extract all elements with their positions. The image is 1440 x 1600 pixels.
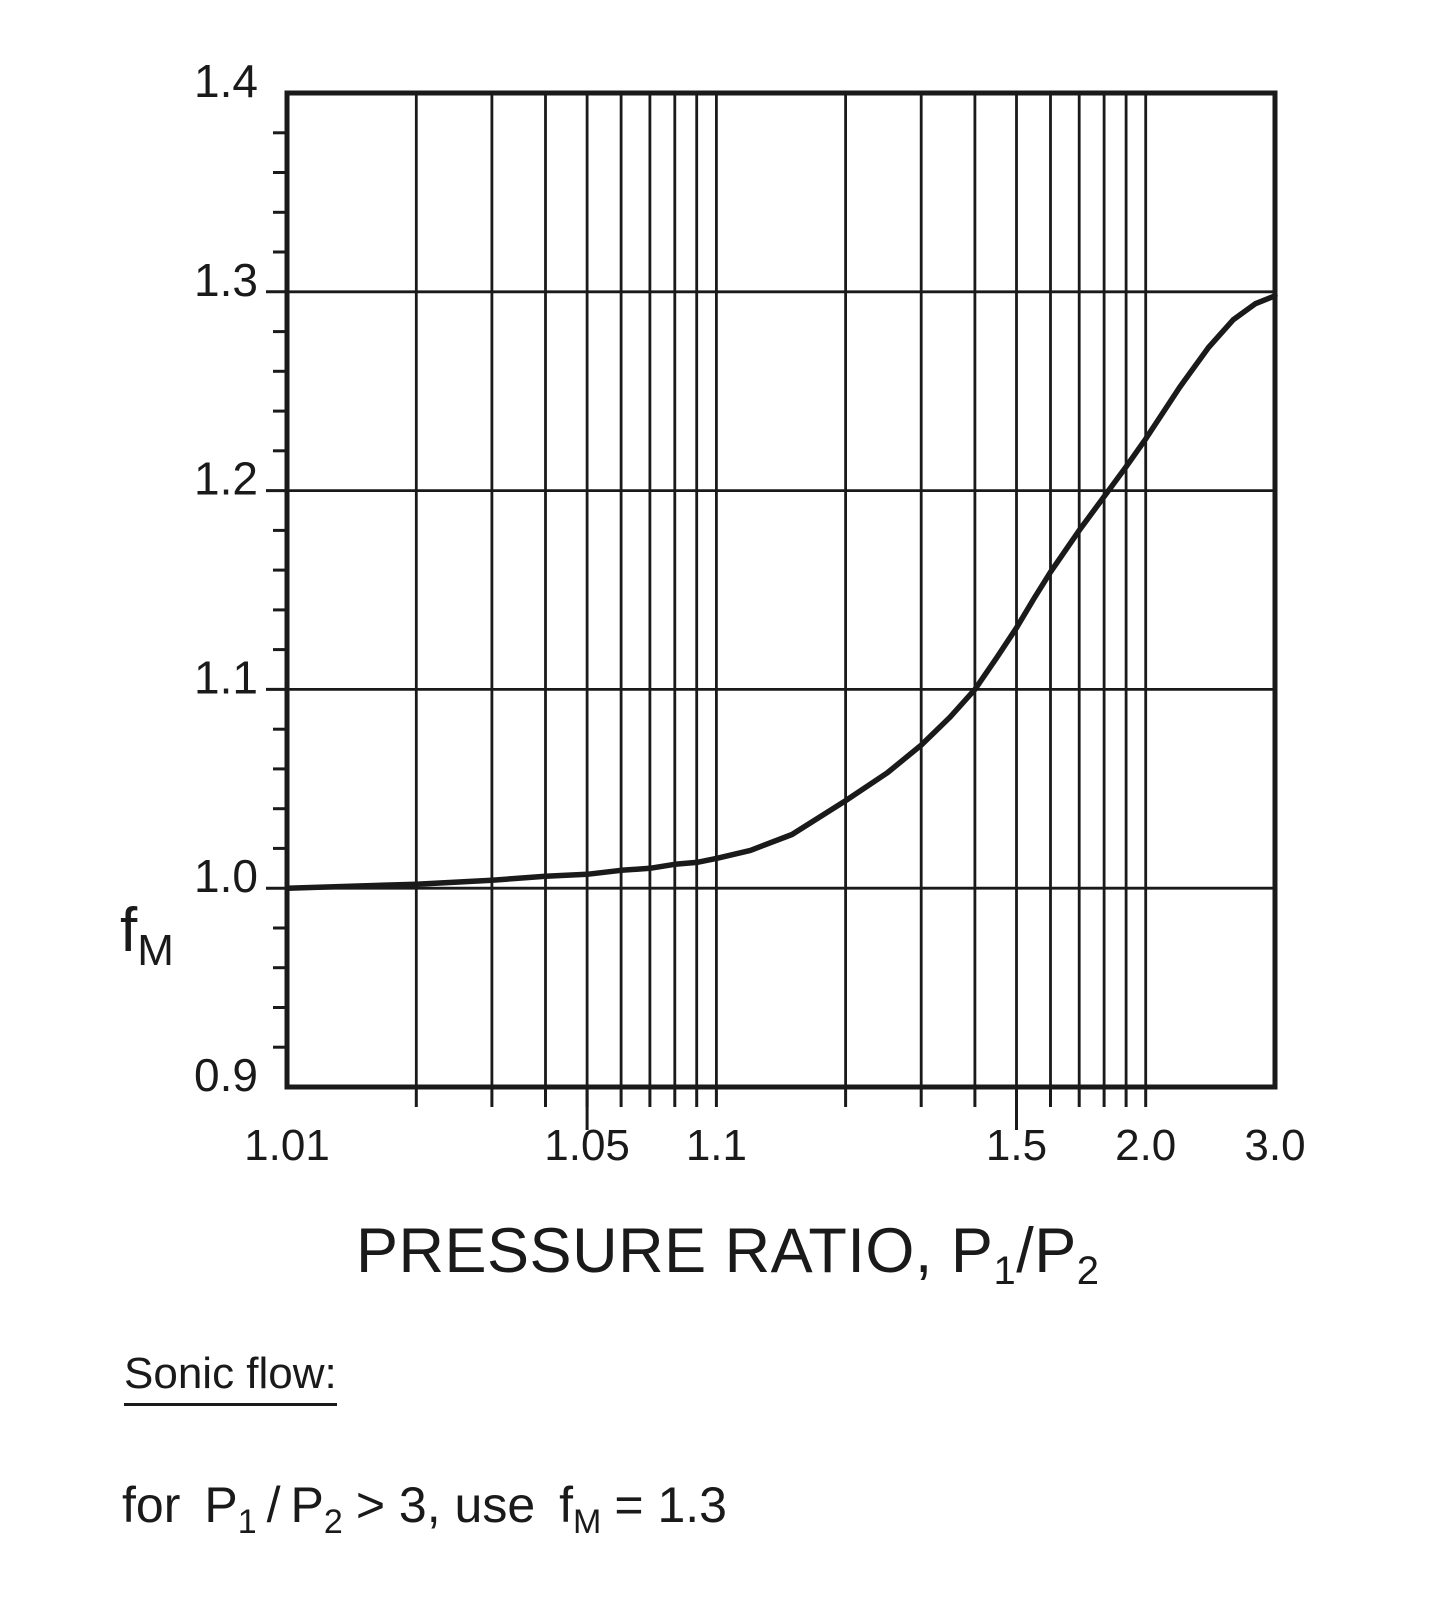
x-tick-label: 3.0 <box>1244 1121 1305 1170</box>
fm-curve <box>284 293 1278 891</box>
y-tick-label: 1.2 <box>194 453 258 505</box>
y-axis-label-base: f <box>120 896 138 965</box>
formula-f: f <box>559 1477 574 1533</box>
x-tick-label: 1.05 <box>544 1121 630 1170</box>
plot-border <box>284 90 1278 1090</box>
x-tick-label: 1.5 <box>986 1121 1047 1170</box>
y-tick-label: 0.9 <box>194 1049 258 1101</box>
x-axis-title-sub2: 2 <box>1076 1249 1100 1293</box>
x-axis-title-text: PRESSURE RATIO, P <box>356 1216 994 1286</box>
formula-p1-sub: 1 <box>237 1503 257 1541</box>
formula-p1: P <box>204 1477 238 1533</box>
y-tick-label: 1.3 <box>194 254 258 306</box>
formula-middle: > 3, use <box>355 1477 536 1533</box>
x-axis-title-sub1: 1 <box>993 1249 1017 1293</box>
formula-p2: P <box>290 1477 324 1533</box>
formula-f-sub: M <box>573 1503 602 1541</box>
sonic-flow-heading: Sonic flow: <box>124 1349 337 1407</box>
y-axis-label: fM <box>120 900 174 973</box>
formula-p2-sub: 2 <box>323 1503 343 1541</box>
y-tick-label: 1.0 <box>194 850 258 902</box>
y-tick-label: 1.1 <box>194 651 258 703</box>
formula-slash: / <box>266 1477 281 1533</box>
y-axis-label-subscript: M <box>137 926 174 975</box>
formula-tail: = 1.3 <box>614 1477 727 1533</box>
x-tick-label: 1.1 <box>686 1121 747 1170</box>
sonic-flow-formula: for P1/P2 > 3, use fM = 1.3 <box>122 1478 727 1541</box>
x-tick-label: 1.01 <box>244 1121 330 1170</box>
formula-lead: for <box>122 1477 181 1533</box>
y-tick-label: 1.4 <box>194 55 258 107</box>
x-axis-title-mid: /P <box>1016 1216 1077 1286</box>
x-axis-title: PRESSURE RATIO, P1/P2 <box>356 1220 1100 1293</box>
x-tick-label: 2.0 <box>1115 1121 1176 1170</box>
